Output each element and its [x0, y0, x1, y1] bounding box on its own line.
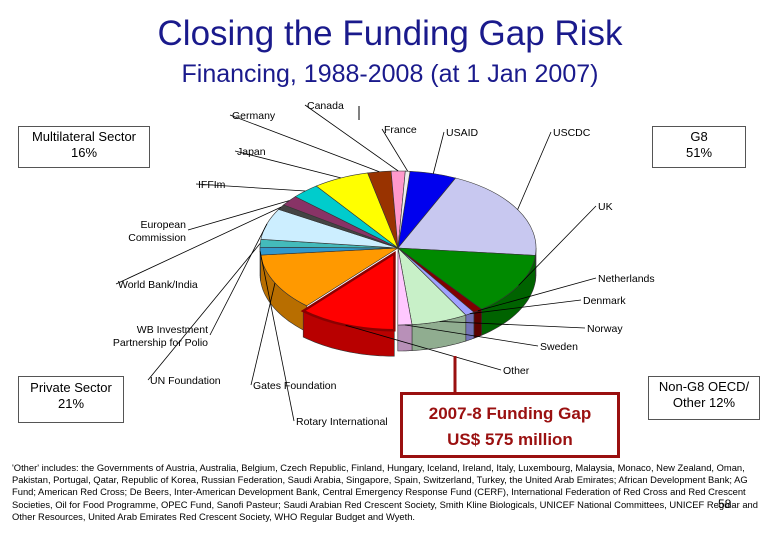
- funding-gap-line2: US$ 575 million: [447, 430, 573, 449]
- leader-netherlands: [477, 277, 597, 312]
- funding-gap-line1: 2007-8 Funding Gap: [428, 404, 592, 423]
- leader-other: [345, 324, 502, 371]
- slice-label-rotary-international: Rotary International: [296, 416, 388, 428]
- leader-world-bank-india: [115, 206, 282, 285]
- slice-label-un-foundation: UN Foundation: [150, 375, 221, 387]
- slice-label-wb-investment-partnership-for-polio: WB Investment Partnership for Polio: [113, 324, 208, 349]
- g8-pct: 51%: [685, 145, 713, 160]
- private-sector-box: Private Sector 21%: [18, 376, 124, 423]
- pie-slice-uk: [397, 247, 536, 310]
- leader-uscdc: [517, 131, 552, 210]
- g8-name: G8: [690, 129, 708, 144]
- slice-label-european-commission: European Commission: [128, 219, 186, 244]
- leader-denmark: [469, 299, 582, 315]
- non-g8-name2: Other 12%: [672, 395, 736, 410]
- g8-box: G8 51%: [652, 126, 746, 168]
- slice-label-iffim: IFFIm: [198, 179, 226, 191]
- leader-usaid: [432, 131, 445, 174]
- leader-un-foundation: [147, 243, 261, 381]
- non-g8-name: Non-G8 OECD/: [658, 379, 750, 394]
- leader-rotary-international: [259, 251, 295, 422]
- private-pct: 21%: [57, 396, 85, 411]
- multilateral-pct: 16%: [70, 145, 98, 160]
- pie-sides: [259, 248, 537, 357]
- slice-label-uk: UK: [598, 201, 613, 213]
- pie-side-netherlands: [473, 308, 482, 339]
- slice-label-usaid: USAID: [446, 127, 479, 139]
- multilateral-name: Multilateral Sector: [31, 129, 137, 144]
- pie-side-denmark: [465, 311, 475, 342]
- slice-label-france: France: [384, 124, 417, 136]
- slice-label-canada: Canada: [307, 100, 344, 112]
- pie-side-sweden: [397, 324, 413, 352]
- slice-labels: USAID USCDC UK Netherlands Denmark Norway Swed…: [113, 100, 655, 428]
- leader-norway: [439, 321, 586, 329]
- leader-wb-investment-partnership-for-polio: [209, 223, 268, 336]
- chart-title: Closing the Funding Gap Risk: [157, 14, 623, 53]
- slice-label-sweden: Sweden: [540, 341, 578, 353]
- chart-subtitle: Financing, 1988-2008 (at 1 Jan 2007): [181, 60, 599, 88]
- multilateral-sector-box: Multilateral Sector 16%: [18, 126, 150, 168]
- slice-label-netherlands: Netherlands: [598, 273, 655, 285]
- slice-label-japan: Japan: [237, 146, 266, 158]
- footnote: 'Other' includes: the Governments of Aus…: [12, 462, 758, 522]
- private-name: Private Sector: [30, 380, 112, 395]
- slice-label-norway: Norway: [587, 323, 623, 335]
- leader-france: [381, 128, 409, 172]
- leader-european-commission: [187, 200, 290, 231]
- leader-uk: [518, 205, 597, 286]
- slice-label-uscdc: USCDC: [553, 127, 591, 139]
- slice-label-world-bank-india: World Bank/India: [118, 279, 198, 291]
- leader-lines: [115, 104, 597, 422]
- pie-top: [259, 170, 537, 332]
- leader-gates-foundation: [250, 282, 276, 386]
- slice-label-germany: Germany: [232, 110, 276, 122]
- pie-chart: USAID USCDC UK Netherlands Denmark Norway Swed…: [113, 100, 655, 428]
- funding-gap-box: 2007-8 Funding Gap US$ 575 million: [400, 392, 620, 458]
- page-number: 58: [718, 497, 732, 511]
- slice-label-gates-foundation: Gates Foundation: [253, 380, 337, 392]
- slice-label-denmark: Denmark: [583, 295, 626, 307]
- leader-iffim: [195, 183, 306, 192]
- leader-germany: [229, 114, 380, 173]
- leader-sweden: [404, 324, 539, 347]
- non-g8-box: Non-G8 OECD/ Other 12%: [648, 376, 760, 420]
- leader-canada: [304, 104, 399, 172]
- leader-japan: [234, 150, 341, 179]
- slice-label-other: Other: [503, 365, 530, 377]
